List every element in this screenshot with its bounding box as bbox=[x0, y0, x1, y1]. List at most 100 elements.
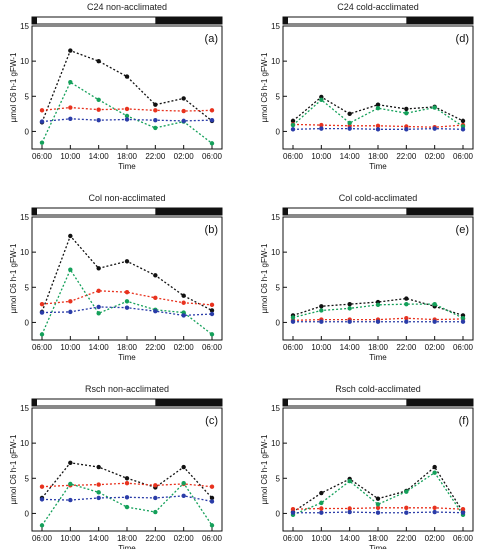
data-point-blue bbox=[96, 117, 101, 123]
data-point-blue bbox=[319, 510, 324, 515]
x-tick-label: 06:00 bbox=[32, 152, 53, 161]
data-point-blue bbox=[347, 319, 352, 324]
data-point-black bbox=[68, 460, 73, 466]
data-point-red bbox=[209, 484, 215, 489]
series-blue bbox=[39, 493, 215, 504]
data-point-green bbox=[124, 299, 130, 304]
panel-title: Rsch cold-acclimated bbox=[335, 384, 421, 394]
data-point-blue bbox=[124, 305, 130, 310]
data-point-black bbox=[460, 118, 466, 124]
dark-period-segment bbox=[32, 208, 37, 215]
data-point-black bbox=[347, 111, 352, 117]
data-point-blue bbox=[375, 127, 381, 132]
data-point-green bbox=[290, 315, 296, 320]
data-point-red bbox=[124, 290, 130, 295]
data-point-green bbox=[209, 523, 215, 528]
series-blue bbox=[290, 509, 466, 515]
data-point-blue bbox=[404, 127, 409, 132]
data-point-black bbox=[96, 464, 101, 470]
data-point-green bbox=[96, 311, 101, 316]
data-point-red bbox=[181, 108, 186, 114]
x-tick-label: 10:00 bbox=[60, 534, 81, 543]
x-axis-label: Time bbox=[369, 353, 387, 362]
x-axis-label: Time bbox=[369, 162, 387, 171]
data-point-black bbox=[181, 293, 186, 298]
data-point-green bbox=[209, 141, 215, 146]
data-point-black bbox=[68, 48, 73, 53]
data-point-blue bbox=[209, 117, 215, 123]
data-point-blue bbox=[96, 495, 101, 501]
x-tick-label: 06:00 bbox=[453, 343, 474, 352]
y-tick-label: 15 bbox=[271, 404, 280, 413]
data-point-green bbox=[96, 490, 101, 495]
data-point-green bbox=[375, 302, 381, 308]
data-point-blue bbox=[432, 126, 437, 131]
series-red bbox=[290, 505, 466, 512]
y-tick-label: 10 bbox=[271, 248, 280, 257]
y-tick-label: 0 bbox=[25, 509, 30, 518]
series-green bbox=[290, 97, 466, 129]
data-point-green bbox=[375, 502, 381, 507]
data-point-black bbox=[153, 102, 158, 107]
y-tick-label: 5 bbox=[276, 283, 281, 292]
y-tick-label: 10 bbox=[20, 439, 29, 448]
data-point-green bbox=[432, 470, 437, 475]
data-point-green bbox=[290, 122, 296, 128]
panel-title: Col non-acclimated bbox=[88, 193, 165, 203]
x-tick-label: 18:00 bbox=[368, 152, 389, 161]
data-point-black bbox=[375, 496, 381, 501]
data-point-black bbox=[96, 58, 101, 64]
panel-c: Rsch non-acclimated 0 5 10 15 06:00 10:00 14:00… bbox=[9, 384, 223, 549]
x-tick-label: 22:00 bbox=[145, 534, 166, 543]
series-blue bbox=[39, 116, 215, 124]
x-tick-label: 22:00 bbox=[145, 152, 166, 161]
panel-letter: (b) bbox=[205, 224, 218, 236]
data-point-blue bbox=[209, 499, 215, 504]
data-point-green bbox=[39, 140, 45, 145]
y-tick-label: 15 bbox=[271, 22, 280, 31]
panel-e: Col cold-acclimated 0 5 10 15 06:00 10:00 14:00… bbox=[260, 193, 474, 362]
data-point-black bbox=[375, 102, 381, 107]
data-point-blue bbox=[460, 127, 466, 132]
x-tick-label: 22:00 bbox=[396, 152, 417, 161]
data-point-black bbox=[209, 308, 215, 313]
data-point-green bbox=[181, 481, 186, 486]
x-tick-label: 14:00 bbox=[340, 152, 361, 161]
y-tick-label: 5 bbox=[25, 92, 30, 101]
y-tick-label: 0 bbox=[25, 127, 30, 136]
series-blue bbox=[290, 126, 466, 132]
data-point-red bbox=[124, 481, 130, 486]
data-point-red bbox=[153, 295, 158, 301]
data-point-blue bbox=[290, 127, 296, 132]
data-point-green bbox=[347, 306, 352, 311]
dark-period-segment bbox=[406, 399, 473, 406]
data-point-green bbox=[124, 113, 130, 119]
data-point-red bbox=[209, 302, 215, 308]
x-tick-label: 22:00 bbox=[396, 343, 417, 352]
data-point-blue bbox=[124, 117, 130, 122]
x-tick-label: 18:00 bbox=[117, 343, 138, 352]
data-point-black bbox=[181, 464, 186, 470]
x-tick-label: 06:00 bbox=[283, 343, 304, 352]
data-point-black bbox=[404, 296, 409, 301]
dark-period-segment bbox=[155, 208, 222, 215]
data-point-green bbox=[347, 120, 352, 126]
data-point-green bbox=[432, 105, 437, 110]
y-tick-label: 0 bbox=[276, 509, 281, 518]
data-point-red bbox=[404, 316, 409, 321]
x-tick-label: 02:00 bbox=[174, 534, 195, 543]
data-point-black bbox=[124, 476, 130, 481]
y-axis-label: µmol C6 h-1 gFW-1 bbox=[260, 434, 269, 504]
data-point-green bbox=[347, 478, 352, 484]
y-axis-label: µmol C6 h-1 gFW-1 bbox=[9, 243, 18, 313]
dark-period-segment bbox=[283, 17, 288, 24]
x-tick-label: 18:00 bbox=[368, 343, 389, 352]
panel-letter: (d) bbox=[456, 33, 469, 45]
y-tick-label: 5 bbox=[276, 474, 281, 483]
data-point-green bbox=[319, 500, 324, 506]
panel-d: C24 cold-acclimated 0 5 10 15 06:00 10:00 14:00… bbox=[260, 2, 474, 171]
y-tick-label: 5 bbox=[25, 283, 30, 292]
data-point-green bbox=[68, 481, 73, 487]
data-point-blue bbox=[319, 126, 324, 131]
